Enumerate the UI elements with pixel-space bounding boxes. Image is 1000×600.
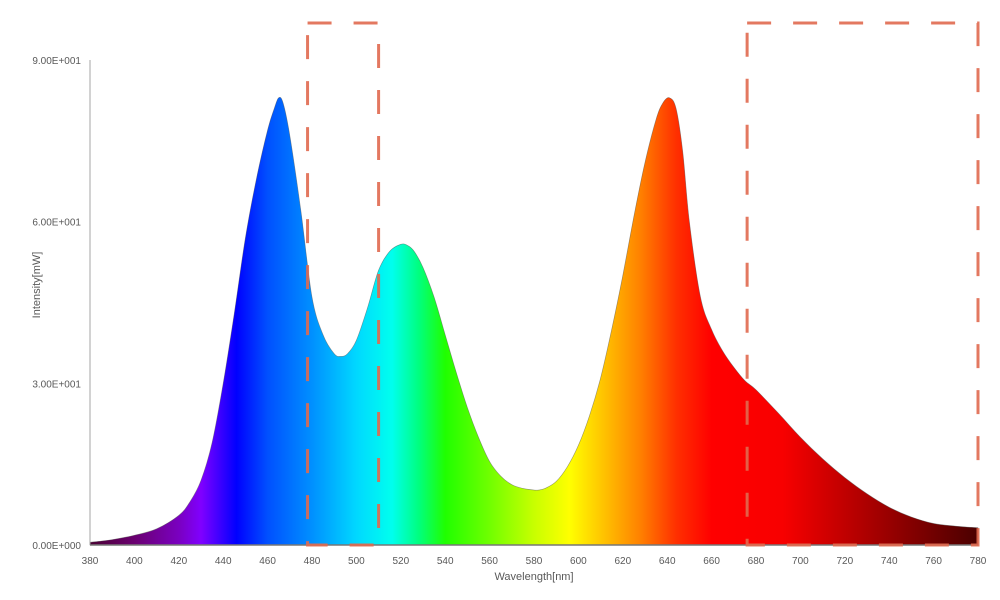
x-axis-title: Wavelength[nm] [494, 571, 573, 583]
x-tick-label: 760 [925, 556, 942, 567]
dashed-highlight-boxes [306, 21, 980, 547]
plot-area [89, 97, 979, 546]
x-tick-label: 680 [748, 556, 765, 567]
x-tick-label: 460 [259, 556, 276, 567]
x-tick-label: 480 [304, 556, 321, 567]
dashed-box-1 [306, 21, 381, 547]
y-axis-title: Intensity[mW] [31, 252, 43, 319]
y-tick-label: 0.00E+000 [32, 541, 81, 552]
dashed-box-2 [745, 21, 980, 547]
x-tick-label: 560 [481, 556, 498, 567]
x-tick-label: 720 [836, 556, 853, 567]
x-tick-label: 520 [392, 556, 409, 567]
y-tick-label: 6.00E+001 [32, 218, 81, 229]
x-tick-label: 440 [215, 556, 232, 567]
x-tick-label: 740 [881, 556, 898, 567]
x-tick-label: 700 [792, 556, 809, 567]
x-tick-label: 420 [170, 556, 187, 567]
axes: 380 400 420 440 460 480 500 520 540 560 580 600 620 6… [32, 56, 986, 567]
x-tick-label: 500 [348, 556, 365, 567]
y-tick-label: 3.00E+001 [32, 379, 81, 390]
x-tick-label: 380 [82, 556, 99, 567]
x-tick-label: 780 [970, 556, 987, 567]
x-tick-label: 580 [526, 556, 543, 567]
axis-labels: Wavelength[nm] Intensity[mW] [31, 252, 574, 583]
x-tick-label: 640 [659, 556, 676, 567]
x-tick-label: 400 [126, 556, 143, 567]
x-tick-label: 620 [614, 556, 631, 567]
x-tick-label: 660 [703, 556, 720, 567]
spectrum-area [89, 97, 979, 546]
x-tick-label: 600 [570, 556, 587, 567]
x-tick-label: 540 [437, 556, 454, 567]
y-tick-label: 9.00E+001 [32, 56, 81, 67]
